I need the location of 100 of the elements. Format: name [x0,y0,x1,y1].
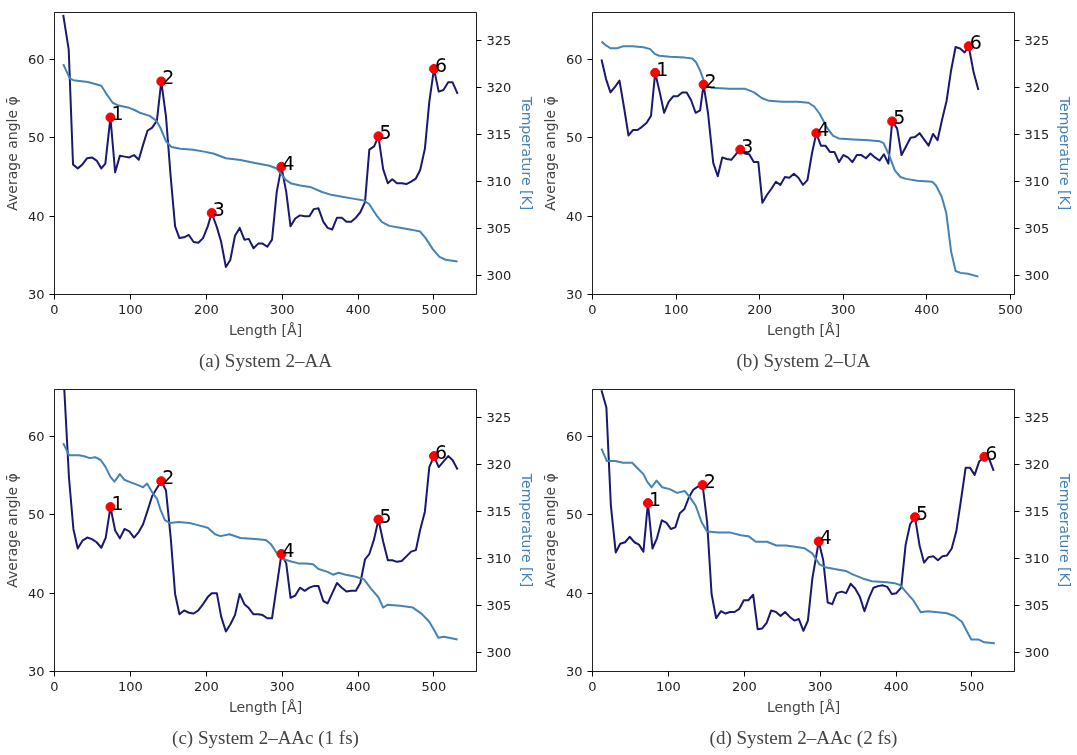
y2-tick-label: 320 [486,80,512,96]
y2-tick-label: 320 [1024,457,1050,473]
x-tick-label: 0 [50,301,59,317]
y-tick-label: 50 [27,507,45,523]
x-tick-label: 100 [655,678,681,694]
y-tick-label: 40 [565,208,583,224]
y-tick-label: 50 [565,507,583,523]
y-axis-title: Average angle φ̄ [541,473,558,588]
y2-axis-title: Temperature [K] [519,472,536,588]
y-tick-label: 50 [27,130,45,146]
annotation: 5 [893,106,906,129]
annotation: 5 [916,502,929,525]
y2-tick-label: 325 [486,410,512,426]
x-tick-label: 400 [914,301,940,317]
y2-tick-label: 315 [486,127,512,143]
x-axis-title: Length [Å] [228,321,303,338]
x-tick-label: 300 [830,301,856,317]
y2-tick-label: 300 [486,268,512,284]
y2-tick-label: 310 [1024,551,1050,567]
annotation: 6 [969,31,982,54]
text: (d) System 2–AAc (2 fs) [709,726,898,749]
annotation: 2 [704,69,717,92]
y-axis-title: Average angle φ̄ [3,96,20,211]
x-tick-label: 500 [421,301,447,317]
y2-tick-label: 325 [486,33,512,49]
y-tick-label: 40 [27,208,45,224]
text: (a) System 2–AA [199,349,333,372]
annotation: 6 [435,53,448,76]
y2-tick-label: 305 [486,598,512,614]
text: (b) System 2–UA [736,349,871,372]
y2-axis-title: Temperature [K] [519,95,536,211]
y2-tick-label: 325 [1024,410,1050,426]
annotation: 1 [648,488,661,511]
x-tick-label: 200 [747,301,773,317]
x-tick-label: 100 [117,301,143,317]
annotation: 4 [819,526,832,549]
y2-tick-label: 315 [486,504,512,520]
y-tick-label: 30 [565,664,583,679]
y2-tick-label: 305 [1024,598,1050,614]
y2-axis-title: Temperature [K] [1057,472,1074,588]
y2-tick-label: 320 [486,457,512,473]
x-tick-label: 100 [663,301,689,317]
x-tick-label: 400 [345,301,371,317]
y2-axis-title: Temperature [K] [1057,95,1074,211]
x-tick-label: 400 [883,678,909,694]
x-tick-label: 0 [50,678,59,694]
y2-tick-label: 300 [1024,268,1050,284]
x-tick-label: 500 [421,678,447,694]
y2-tick-label: 300 [486,645,512,661]
y2-tick-label: 305 [1024,221,1050,237]
x-tick-label: 100 [117,678,143,694]
x-tick-label: 200 [193,301,219,317]
x-tick-label: 0 [588,678,597,694]
x-tick-label: 500 [997,301,1023,317]
y2-tick-label: 310 [486,551,512,567]
y-tick-label: 60 [565,52,583,67]
x-tick-label: 0 [588,301,597,317]
annotation: 3 [212,198,225,221]
y-tick-label: 30 [27,287,45,302]
x-tick-label: 200 [193,678,219,694]
y2-tick-label: 320 [1024,80,1050,96]
y-tick-label: 40 [27,585,45,601]
x-tick-label: 300 [269,301,295,317]
y-tick-label: 30 [565,287,583,302]
y-tick-label: 40 [565,585,583,601]
y-tick-label: 30 [27,664,45,679]
annotation: 6 [985,441,998,464]
y2-tick-label: 310 [486,174,512,190]
annotation: 6 [435,441,448,464]
y-axis-title: Average angle φ̄ [3,473,20,588]
x-tick-label: 300 [807,678,833,694]
y2-tick-label: 315 [1024,504,1050,520]
x-axis-title: Length [Å] [766,321,841,338]
annotation: 2 [703,470,716,493]
annotation: 4 [282,539,295,561]
annotation: 1 [111,492,124,514]
annotation: 3 [741,134,754,157]
y-axis-title: Average angle φ̄ [541,96,558,211]
y-tick-label: 60 [27,52,45,67]
y2-tick-label: 315 [1024,127,1050,143]
annotation: 1 [111,102,124,125]
annotation: 2 [162,66,175,89]
y2-tick-label: 305 [486,221,512,237]
x-axis-title: Length [Å] [228,698,303,715]
x-axis-title: Length [Å] [766,698,841,715]
x-tick-label: 200 [731,678,757,694]
x-tick-label: 300 [269,678,295,694]
x-tick-label: 500 [959,678,985,694]
annotation: 2 [162,466,175,489]
annotation: 5 [379,504,392,527]
text: (c) System 2–AAc (1 fs) [172,726,359,749]
annotation: 1 [656,57,669,80]
y2-tick-label: 325 [1024,33,1050,49]
annotation: 4 [282,151,295,174]
y2-tick-label: 300 [1024,645,1050,661]
y2-tick-label: 310 [1024,174,1050,190]
x-tick-label: 400 [345,678,371,694]
y-tick-label: 60 [27,429,45,444]
y-tick-label: 60 [565,429,583,444]
y-tick-label: 50 [565,130,583,146]
